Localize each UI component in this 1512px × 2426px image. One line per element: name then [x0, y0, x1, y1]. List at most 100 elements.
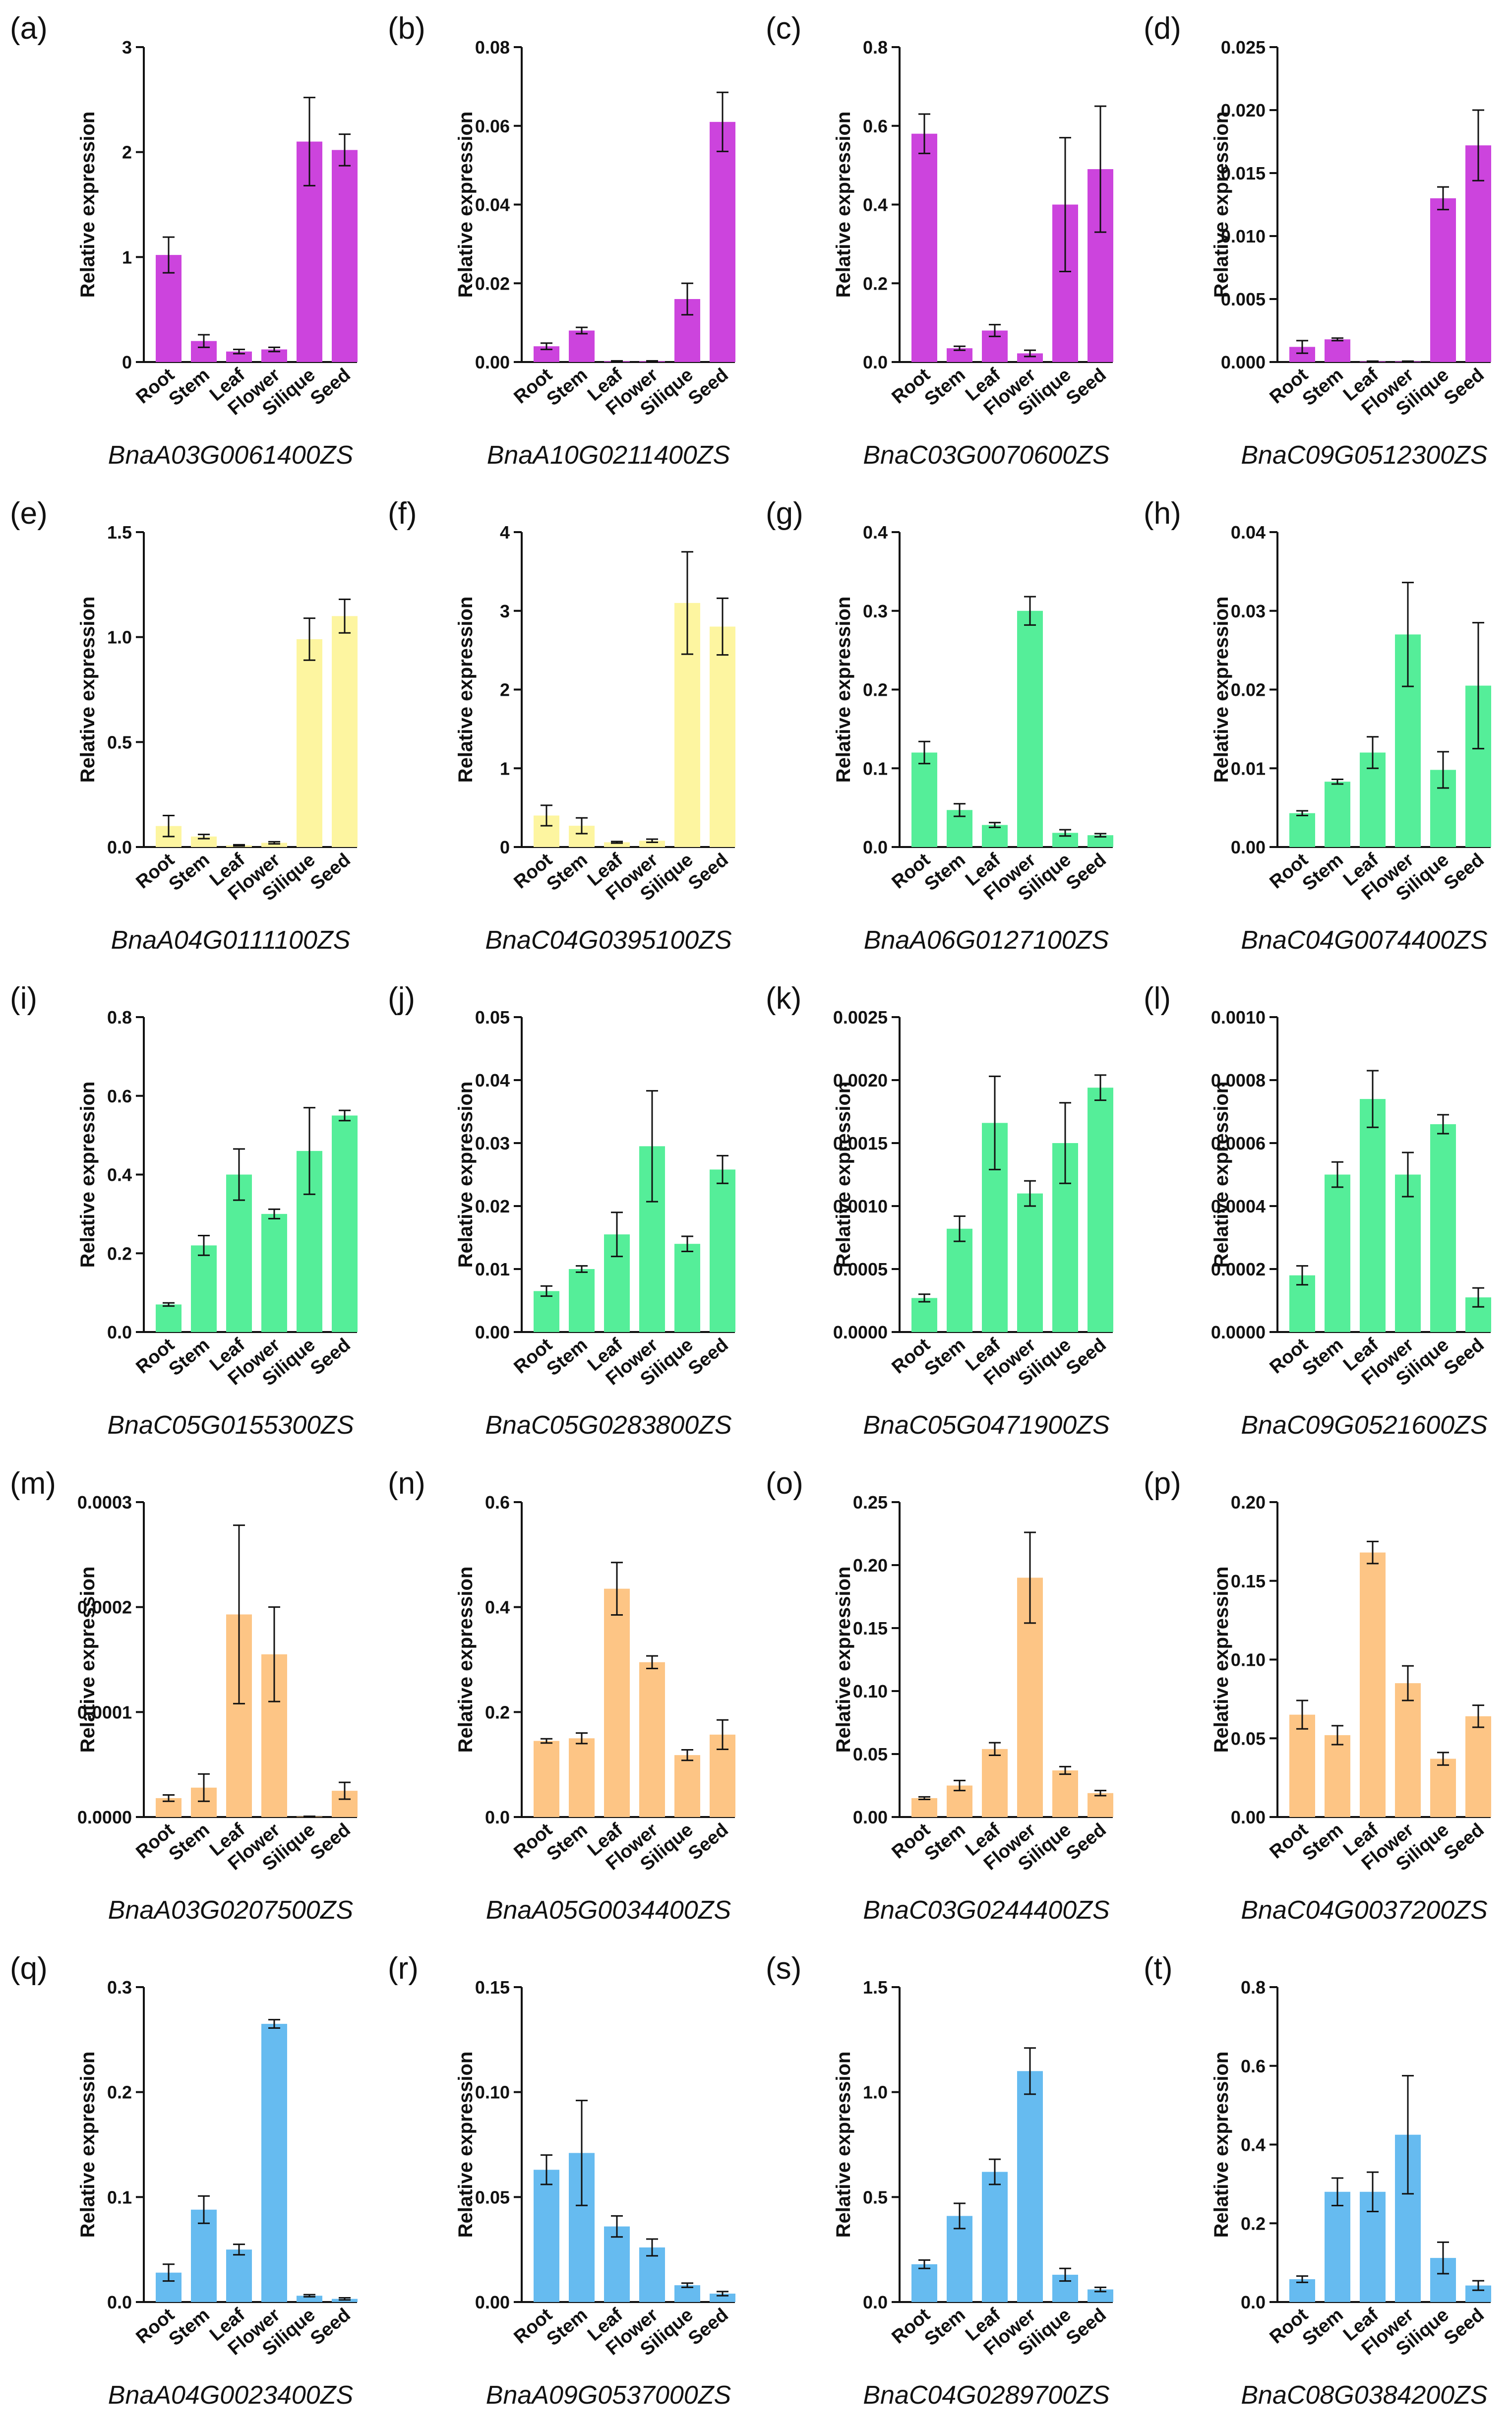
y-tick-label: 0.0	[485, 1807, 510, 1827]
bar-seed	[1465, 1716, 1491, 1817]
y-tick-label: 0.8	[863, 37, 888, 58]
y-tick-label: 0.0000	[1211, 1322, 1266, 1342]
bar-silique	[1430, 1759, 1456, 1817]
y-tick-label: 2	[500, 680, 510, 700]
bar-stem	[1325, 339, 1350, 362]
x-tick-label: Stem	[921, 364, 969, 410]
y-tick-label: 0.05	[1231, 1728, 1266, 1749]
bar-root	[911, 133, 937, 362]
y-tick-label: 0.0002	[77, 1597, 132, 1618]
bar-silique	[674, 1244, 700, 1332]
y-tick-label: 0.2	[863, 680, 888, 700]
bar-stem	[1325, 1174, 1350, 1332]
y-tick-label: 0.01	[475, 1259, 510, 1279]
y-tick-label: 0.02	[475, 273, 510, 294]
y-tick-label: 0.00	[853, 1807, 888, 1827]
x-tick-label: Stem	[165, 2305, 214, 2350]
y-tick-label: 0.000	[1221, 352, 1266, 372]
x-tick-label: Stem	[1299, 849, 1347, 895]
y-axis-title: Relative expression	[455, 1082, 477, 1268]
bar-flower	[261, 843, 287, 847]
bar-silique	[297, 2296, 322, 2302]
y-tick-label: 0.05	[475, 2187, 510, 2207]
y-tick-label: 0.6	[1241, 2056, 1266, 2076]
panel-label: (b)	[388, 11, 425, 46]
y-axis-title: Relative expression	[833, 597, 854, 783]
x-tick-label: Seed	[1062, 849, 1110, 895]
y-tick-label: 0.3	[863, 601, 888, 621]
y-axis-title: Relative expression	[833, 1567, 854, 1753]
panel-label: (g)	[766, 496, 803, 531]
y-tick-label: 0.4	[1241, 2135, 1266, 2155]
bar-leaf	[604, 2226, 630, 2302]
chart-panel: (o) 0.00 0.05 0.10 0.15 0.20 0.25 Relative expr…	[766, 1466, 1113, 1925]
bar-seed	[710, 121, 735, 362]
bar-flower	[261, 2024, 287, 2302]
panel-label: (d)	[1144, 11, 1181, 46]
y-tick-label: 0.15	[853, 1618, 888, 1638]
y-tick-label: 0	[122, 352, 132, 372]
bar-seed	[710, 1169, 735, 1332]
y-tick-label: 0.0003	[77, 1492, 132, 1513]
bar-root	[1289, 813, 1315, 847]
bar-stem	[1325, 782, 1350, 847]
bar-flower	[639, 841, 665, 847]
bar-root	[911, 2264, 937, 2302]
panel-label: (i)	[10, 981, 37, 1016]
y-tick-label: 0.15	[475, 1977, 510, 1998]
x-tick-label: Seed	[1440, 849, 1488, 895]
bar-stem	[191, 2209, 217, 2302]
y-tick-label: 0.0010	[833, 1196, 888, 1216]
y-tick-label: 0.0010	[1211, 1007, 1266, 1028]
x-tick-label: Stem	[921, 849, 969, 895]
bar-flower	[1017, 2071, 1043, 2302]
y-tick-label: 0.25	[853, 1492, 888, 1513]
y-tick-label: 0	[500, 837, 510, 857]
y-tick-label: 0.2	[485, 1702, 510, 1722]
y-axis-title: Relative expression	[77, 2052, 99, 2238]
panel-label: (a)	[10, 11, 48, 46]
y-tick-label: 0.00	[475, 2292, 510, 2312]
bar-leaf	[982, 2172, 1008, 2302]
x-tick-label: Stem	[921, 1334, 969, 1380]
y-tick-label: 0.6	[485, 1492, 510, 1513]
chart-title: BnaC09G0512300ZS	[1241, 441, 1488, 470]
x-tick-label: Seed	[684, 1334, 732, 1380]
x-tick-label: Seed	[684, 849, 732, 895]
y-tick-label: 0.2	[107, 2082, 132, 2103]
x-tick-label: Stem	[543, 1334, 592, 1380]
panel-label: (f)	[388, 496, 417, 531]
y-tick-label: 0.02	[1231, 680, 1266, 700]
y-tick-label: 3	[122, 37, 132, 58]
x-tick-label: Stem	[543, 364, 592, 410]
x-tick-label: Stem	[543, 2305, 592, 2350]
panel-label: (s)	[766, 1951, 801, 1986]
x-tick-label: Seed	[684, 1820, 732, 1865]
y-tick-label: 0.04	[475, 1070, 510, 1091]
bar-flower	[639, 1662, 665, 1817]
bar-stem	[569, 1269, 595, 1332]
y-tick-label: 0.06	[475, 116, 510, 136]
panel-label: (m)	[10, 1466, 56, 1501]
x-tick-label: Seed	[1062, 2305, 1110, 2350]
chart-title: BnaA03G0061400ZS	[108, 441, 354, 470]
x-tick-label: Seed	[1062, 1820, 1110, 1865]
bar-leaf	[604, 1588, 630, 1817]
panel-label: (r)	[388, 1951, 419, 1986]
y-axis-title: Relative expression	[455, 597, 477, 783]
y-tick-label: 1.0	[863, 2082, 888, 2103]
y-tick-label: 4	[500, 522, 510, 543]
y-tick-label: 3	[500, 601, 510, 621]
bar-stem	[569, 1738, 595, 1817]
y-axis-title: Relative expression	[77, 1082, 99, 1268]
y-tick-label: 1	[500, 758, 510, 779]
y-tick-label: 0.0025	[833, 1007, 888, 1028]
bar-silique	[1430, 198, 1456, 362]
x-tick-label: Seed	[1440, 2305, 1488, 2350]
y-tick-label: 1.0	[107, 627, 132, 648]
x-tick-label: Seed	[1440, 1820, 1488, 1865]
chart-panel: (d) 0.000 0.005 0.010 0.015 0.020 0.025 Relativ…	[1144, 11, 1491, 470]
